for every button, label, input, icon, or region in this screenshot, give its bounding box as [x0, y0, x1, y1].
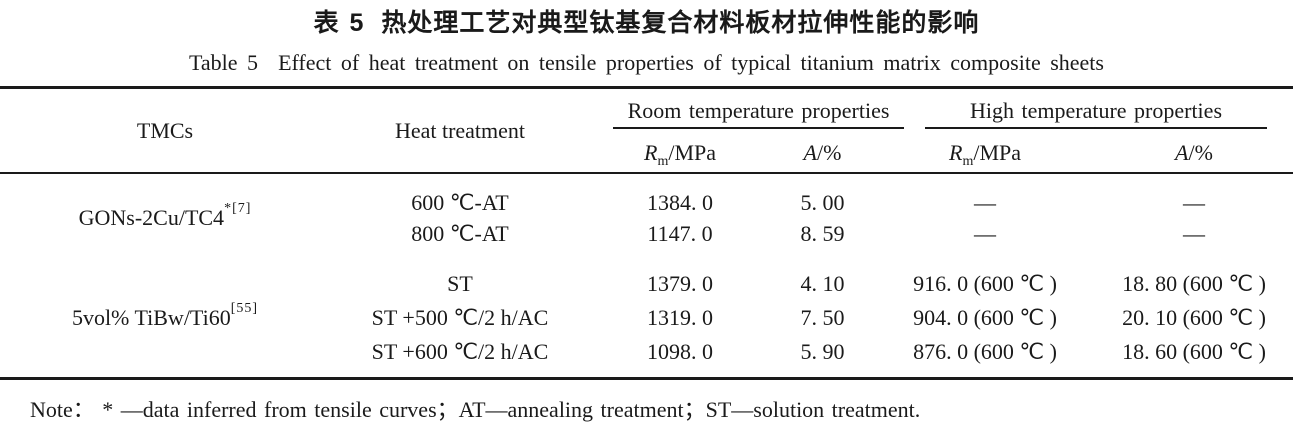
cell-rm-high: —	[974, 189, 996, 215]
cell-a-room: 5. 00	[800, 189, 845, 215]
cell-rm-high: 916. 0 (600 ℃ )	[913, 271, 1057, 296]
cell-rm-room: 1384. 0	[647, 189, 713, 215]
table-caption-cn-label: 表 5	[313, 9, 366, 37]
column-header-a-high: A/%	[1175, 139, 1213, 165]
table-body: GONs-2Cu/TC4 *[7] 600 ℃-AT 1384. 0 5. 00 …	[0, 174, 1293, 377]
cell-heat-treatment: ST +500 ℃/2 h/AC	[371, 305, 549, 330]
material-group-gons: GONs-2Cu/TC4 *[7] 600 ℃-AT 1384. 0 5. 00 …	[0, 187, 1293, 249]
table-row: ST +500 ℃/2 h/AC 1319. 0 7. 50 904. 0 (6…	[330, 301, 1293, 335]
cell-a-room: 8. 59	[800, 220, 845, 246]
column-header-rm-high: Rm/MPa	[948, 139, 1022, 169]
cell-a-room: 5. 90	[800, 339, 845, 364]
cell-a-high: 18. 80 (600 ℃ )	[1122, 271, 1266, 296]
column-group-high-temperature: High temperature properties	[925, 95, 1267, 129]
table-caption-en-label: Table 5	[189, 50, 259, 75]
column-header-a-room: A/%	[803, 139, 842, 165]
cell-rm-room: 1319. 0	[647, 305, 713, 330]
cell-a-room: 4. 10	[800, 271, 845, 296]
material-reference-superscript: *[7]	[224, 201, 252, 216]
cell-rm-room: 1147. 0	[647, 220, 713, 246]
material-name: GONs-2Cu/TC4 *[7]	[78, 201, 252, 230]
table-row: ST +600 ℃/2 h/AC 1098. 0 5. 90 876. 0 (6…	[330, 335, 1293, 369]
cell-rm-high: —	[974, 220, 996, 246]
cell-rm-room: 1098. 0	[647, 339, 713, 364]
material-group-tibw: 5vol% TiBw/Ti60 [55] ST 1379. 0 4. 10 916…	[0, 267, 1293, 369]
column-group-room-temperature: Room temperature properties	[613, 95, 904, 129]
material-reference-superscript: [55]	[230, 301, 259, 316]
group-separator	[0, 249, 1293, 267]
cell-heat-treatment: 600 ℃-AT	[411, 189, 509, 215]
cell-rm-high: 904. 0 (600 ℃ )	[913, 305, 1057, 330]
table-bottom-rule	[0, 377, 1293, 380]
table-caption-cn: 表 5 热处理工艺对典型钛基复合材料板材拉伸性能的影响	[0, 0, 1293, 38]
table-row: ST 1379. 0 4. 10 916. 0 (600 ℃ ) 18. 80 …	[330, 267, 1293, 301]
table-top-rule	[0, 86, 1293, 89]
cell-rm-room: 1379. 0	[647, 271, 713, 296]
cell-rm-high: 876. 0 (600 ℃ )	[913, 339, 1057, 364]
column-header-heat-treatment: Heat treatment	[394, 117, 526, 143]
table-row: 800 ℃-AT 1147. 0 8. 59 — —	[330, 218, 1293, 249]
table-header-rule	[0, 172, 1293, 174]
table-subheader-row: Rm/MPa A/% Rm/MPa A/%	[590, 133, 1293, 172]
column-header-tmcs: TMCs	[136, 117, 194, 143]
table-note: Note： * —data inferred from tensile curv…	[30, 397, 921, 422]
material-name: 5vol% TiBw/Ti60 [55]	[71, 301, 259, 330]
cell-heat-treatment: ST +600 ℃/2 h/AC	[371, 339, 549, 364]
column-header-rm-room: Rm/MPa	[643, 139, 717, 169]
cell-a-room: 7. 50	[800, 305, 845, 330]
cell-a-high: 20. 10 (600 ℃ )	[1122, 305, 1266, 330]
table-row: 600 ℃-AT 1384. 0 5. 00 — —	[330, 187, 1293, 218]
table-header: TMCs Heat treatment Room temperature pro…	[0, 89, 1293, 172]
table-caption-en: Table 5 Effect of heat treatment on tensi…	[0, 50, 1293, 76]
cell-a-high: —	[1183, 189, 1205, 215]
cell-heat-treatment: 800 ℃-AT	[411, 220, 509, 246]
table-caption-cn-text: 热处理工艺对典型钛基复合材料板材拉伸性能的影响	[381, 9, 980, 37]
cell-a-high: 18. 60 (600 ℃ )	[1122, 339, 1266, 364]
cell-heat-treatment: ST	[447, 271, 473, 296]
cell-a-high: —	[1183, 220, 1205, 246]
table-caption-en-text: Effect of heat treatment on tensile prop…	[278, 50, 1104, 75]
